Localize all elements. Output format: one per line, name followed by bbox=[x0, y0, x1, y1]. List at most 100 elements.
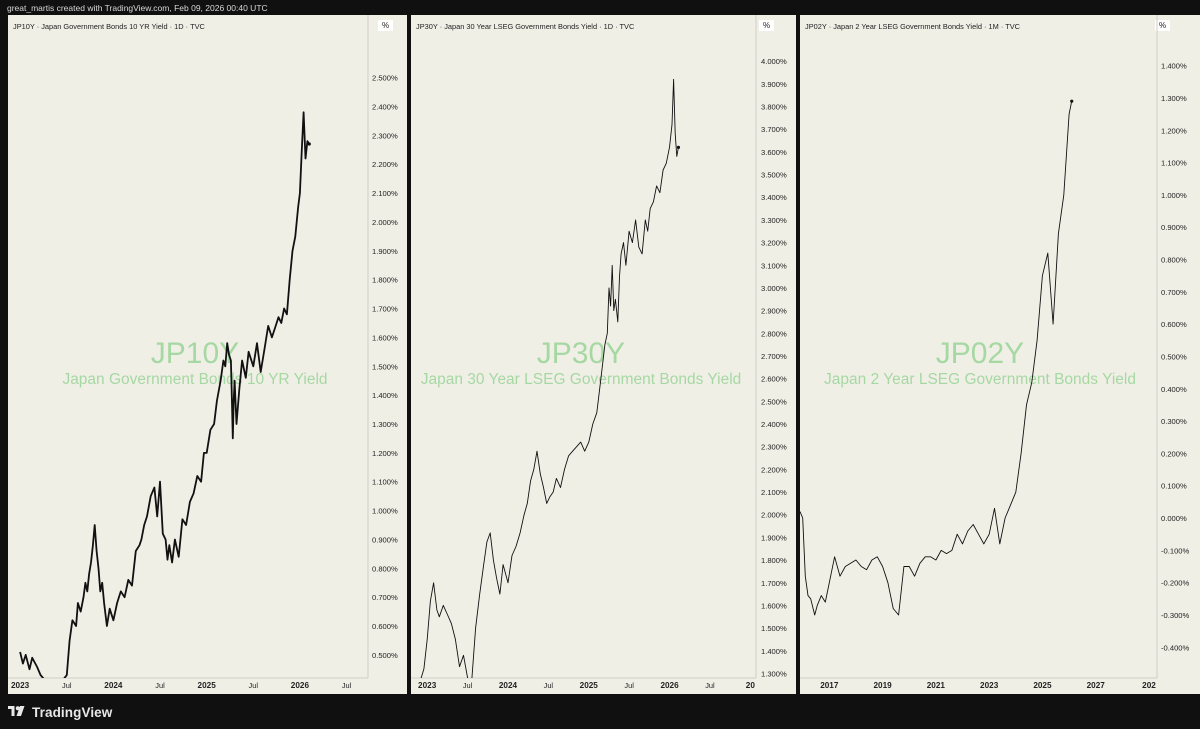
x-tick-label: 2027 bbox=[1087, 681, 1106, 690]
x-tick-label: 2021 bbox=[927, 681, 946, 690]
y-tick-label: 0.600% bbox=[372, 622, 398, 631]
y-tick-label: -0.200% bbox=[1161, 579, 1190, 588]
x-tick-label: 2024 bbox=[104, 681, 123, 690]
y-tick-label: 1.300% bbox=[761, 669, 787, 678]
y-tick-label: 0.600% bbox=[1161, 320, 1187, 329]
tradingview-logo[interactable]: TradingView bbox=[8, 703, 112, 721]
x-tick-label: 2025 bbox=[1033, 681, 1052, 690]
x-tick-label: Jul bbox=[705, 681, 715, 690]
y-tick-label: 0.400% bbox=[1161, 385, 1187, 394]
y-tick-label: 3.500% bbox=[761, 171, 787, 180]
y-tick-label: 1.900% bbox=[761, 533, 787, 542]
y-tick-label: 1.800% bbox=[761, 556, 787, 565]
x-tick-label: 2024 bbox=[499, 681, 518, 690]
x-tick-label: Jul bbox=[62, 681, 72, 690]
y-tick-label: 1.400% bbox=[372, 391, 398, 400]
watermark-symbol: JP30Y bbox=[537, 337, 625, 370]
y-tick-label: 0.700% bbox=[1161, 288, 1187, 297]
watermark-name: Japan 2 Year LSEG Government Bonds Yield bbox=[824, 371, 1136, 388]
y-tick-label: 1.200% bbox=[372, 449, 398, 458]
y-tick-label: 0.500% bbox=[1161, 352, 1187, 361]
x-tick-label: Jul bbox=[342, 681, 352, 690]
y-tick-label: 0.900% bbox=[1161, 223, 1187, 232]
series-line bbox=[800, 101, 1073, 616]
y-tick-label: 2.200% bbox=[372, 160, 398, 169]
x-tick-label: Jul bbox=[155, 681, 165, 690]
y-tick-label: 1.500% bbox=[761, 624, 787, 633]
y-tick-label: 0.100% bbox=[1161, 482, 1187, 491]
y-tick-label: -0.300% bbox=[1161, 611, 1190, 620]
y-tick-label: 1.200% bbox=[1161, 126, 1187, 135]
y-tick-label: 2.000% bbox=[372, 218, 398, 227]
x-tick-label: Jul bbox=[544, 681, 554, 690]
y-tick-label: 1.700% bbox=[761, 579, 787, 588]
series-line bbox=[19, 111, 310, 678]
y-tick-label: 2.800% bbox=[761, 329, 787, 338]
y-tick-label: 1.300% bbox=[372, 420, 398, 429]
y-tick-label: 3.300% bbox=[761, 216, 787, 225]
last-value-point bbox=[307, 142, 311, 146]
y-tick-label: 0.900% bbox=[372, 535, 398, 544]
y-tick-label: 2.100% bbox=[372, 189, 398, 198]
price-unit-label: % bbox=[759, 20, 775, 31]
y-tick-label: 0.700% bbox=[372, 593, 398, 602]
y-tick-label: 3.600% bbox=[761, 148, 787, 157]
tradingview-logo-icon bbox=[8, 706, 25, 716]
chart-caption: great_martis created with TradingView.co… bbox=[7, 3, 268, 13]
y-tick-label: 0.200% bbox=[1161, 449, 1187, 458]
x-tick-label: 2026 bbox=[660, 681, 679, 690]
y-tick-label: 1.100% bbox=[1161, 159, 1187, 168]
y-tick-label: 2.500% bbox=[372, 74, 398, 83]
y-tick-label: 1.600% bbox=[761, 601, 787, 610]
x-tick-label: Jul bbox=[463, 681, 473, 690]
panel-header: JP02Y · Japan 2 Year LSEG Government Bon… bbox=[805, 22, 1020, 31]
x-tick-label: Jul bbox=[249, 681, 259, 690]
chart-panel-jp10y[interactable]: JP10Y · Japan Government Bonds 10 YR Yie… bbox=[8, 15, 407, 694]
y-tick-label: 1.700% bbox=[372, 305, 398, 314]
y-tick-label: 2.300% bbox=[761, 443, 787, 452]
y-tick-label: 2.500% bbox=[761, 397, 787, 406]
y-tick-label: 2.000% bbox=[761, 511, 787, 520]
y-tick-label: 3.400% bbox=[761, 193, 787, 202]
price-unit-label: % bbox=[378, 20, 394, 31]
price-unit-label: % bbox=[1155, 20, 1171, 31]
y-tick-label: 0.800% bbox=[372, 564, 398, 573]
y-tick-label: 4.000% bbox=[761, 57, 787, 66]
y-tick-label: 1.000% bbox=[372, 507, 398, 516]
y-tick-label: 2.600% bbox=[761, 375, 787, 384]
y-tick-label: 3.800% bbox=[761, 103, 787, 112]
series-line bbox=[420, 78, 679, 678]
y-tick-label: 3.700% bbox=[761, 125, 787, 134]
watermark-name: Japan 30 Year LSEG Government Bonds Yiel… bbox=[421, 371, 742, 388]
y-tick-label: 1.100% bbox=[372, 478, 398, 487]
y-tick-label: 1.500% bbox=[372, 362, 398, 371]
last-value-point bbox=[1070, 99, 1074, 103]
x-tick-label: 2026 bbox=[291, 681, 310, 690]
panel-header: JP10Y · Japan Government Bonds 10 YR Yie… bbox=[13, 22, 205, 31]
y-tick-label: 1.800% bbox=[372, 276, 398, 285]
chart-panel-jp30y[interactable]: JP30Y · Japan 30 Year LSEG Government Bo… bbox=[411, 15, 796, 694]
x-tick-label: 2017 bbox=[820, 681, 839, 690]
x-tick-label: Jul bbox=[624, 681, 634, 690]
x-tick-label: 2023 bbox=[11, 681, 30, 690]
y-tick-label: 1.400% bbox=[761, 647, 787, 656]
x-tick-label: 2025 bbox=[198, 681, 217, 690]
x-tick-label: 2025 bbox=[580, 681, 599, 690]
y-tick-label: 2.200% bbox=[761, 465, 787, 474]
y-tick-label: 0.300% bbox=[1161, 417, 1187, 426]
y-tick-label: 2.900% bbox=[761, 307, 787, 316]
brand-wordmark: TradingView bbox=[32, 704, 113, 720]
y-tick-label: 3.100% bbox=[761, 261, 787, 270]
chart-panel-jp02y[interactable]: JP02Y · Japan 2 Year LSEG Government Bon… bbox=[800, 15, 1200, 694]
y-tick-label: 1.300% bbox=[1161, 94, 1187, 103]
y-tick-label: 2.100% bbox=[761, 488, 787, 497]
y-tick-label: 3.900% bbox=[761, 80, 787, 89]
x-tick-label: 2023 bbox=[418, 681, 437, 690]
y-tick-label: 2.400% bbox=[372, 103, 398, 112]
x-tick-label: 2023 bbox=[980, 681, 999, 690]
last-value-point bbox=[676, 145, 681, 149]
watermark-name: Japan Government Bonds 10 YR Yield bbox=[62, 371, 327, 388]
